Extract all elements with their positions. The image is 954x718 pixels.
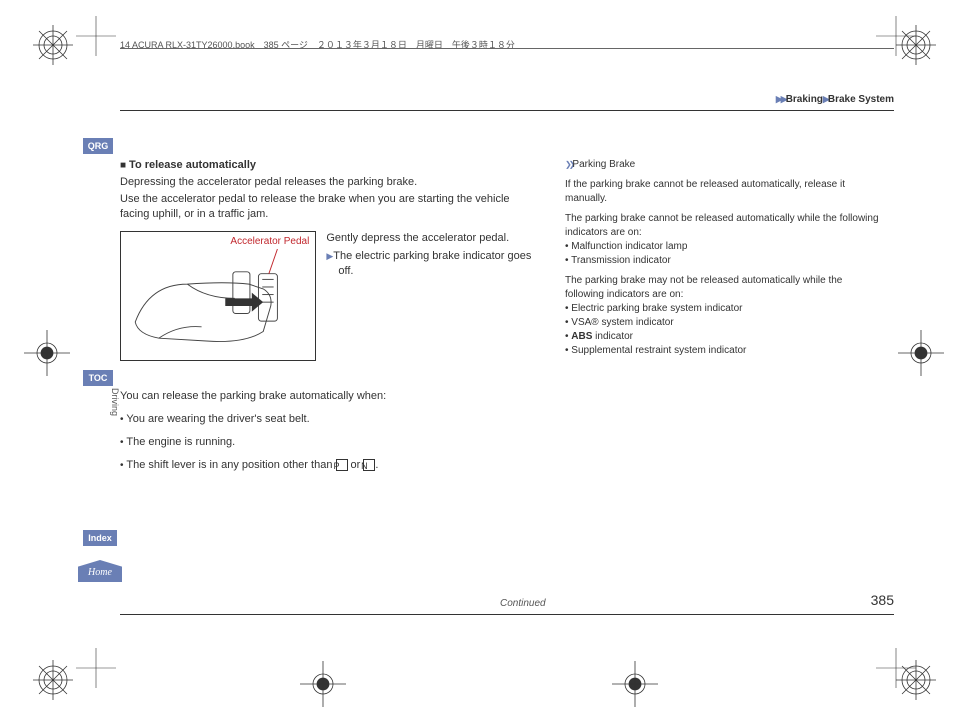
continued-label: Continued: [500, 598, 546, 609]
nav-toc[interactable]: TOC: [83, 370, 113, 386]
section-heading: ■To release automatically: [120, 158, 540, 173]
figure-accelerator-pedal: Accelerator Pedal: [120, 231, 316, 361]
cropmark-left: [24, 330, 70, 379]
page-number: 385: [871, 592, 894, 608]
regmark-top-left: [33, 25, 73, 65]
sidebar-heading: ❯❯Parking Brake: [565, 158, 880, 172]
sidebar-p3-b3-rest: indicator: [592, 331, 633, 342]
cropmark-right: [898, 330, 944, 379]
sidebar-heading-text: Parking Brake: [572, 159, 635, 170]
condition-3-a: The shift lever is in any position other…: [126, 459, 335, 471]
condition-2-text: The engine is running.: [126, 436, 235, 448]
breadcrumb: ▶▶Braking▶Brake System: [776, 94, 894, 105]
sidebar-p3-b3: • ABS indicator: [565, 330, 880, 344]
release-intro: You can release the parking brake automa…: [120, 389, 540, 404]
header-rule: [120, 48, 894, 51]
nav-index[interactable]: Index: [83, 530, 117, 546]
sidebar-p3-b4-text: Supplemental restraint system indicator: [571, 345, 746, 356]
crop-corner-bl: [76, 648, 116, 688]
nav-home[interactable]: Home: [78, 560, 122, 582]
footer-rule: [120, 614, 894, 615]
sidebar-p3-b1-text: Electric parking brake system indicator: [571, 303, 742, 314]
condition-1: • You are wearing the driver's seat belt…: [120, 412, 540, 427]
intro-para-2: Use the accelerator pedal to release the…: [120, 192, 540, 222]
sidebar-p2-b1-text: Malfunction indicator lamp: [571, 241, 687, 252]
heading-text: To release automatically: [129, 159, 256, 171]
section-label-driving: Driving: [110, 388, 120, 416]
caption-line-1: Gently depress the accelerator pedal.: [326, 231, 540, 246]
square-bullet-icon: ■: [120, 160, 126, 171]
condition-3-end: .: [375, 459, 378, 471]
cropmark-bottom-1: [300, 661, 346, 710]
nav-qrg[interactable]: QRG: [83, 138, 113, 154]
shift-p-icon: P: [336, 459, 348, 471]
crop-corner-br: [876, 648, 916, 688]
main-column: ■To release automatically Depressing the…: [120, 158, 540, 473]
sidebar-p2-b2-text: Transmission indicator: [571, 255, 671, 266]
sidebar-p2-b2: • Transmission indicator: [565, 254, 880, 268]
sidebar-p3-b2-text: VSA® system indicator: [571, 317, 673, 328]
condition-3: • The shift lever is in any position oth…: [120, 458, 540, 473]
condition-2: • The engine is running.: [120, 435, 540, 450]
sidebar-p2: The parking brake cannot be released aut…: [565, 212, 880, 240]
figure-caption: Gently depress the accelerator pedal. ▶T…: [326, 231, 540, 361]
shift-n-icon: N: [363, 459, 375, 471]
breadcrumb-l1[interactable]: Braking: [786, 94, 823, 105]
sidebar-p1: If the parking brake cannot be released …: [565, 178, 880, 206]
content-top-rule: [120, 110, 894, 111]
condition-1-text: You are wearing the driver's seat belt.: [126, 413, 309, 425]
chevron-icon: ▶▶: [776, 94, 786, 104]
pedal-illustration: [121, 232, 315, 355]
sidebar-p2-b1: • Malfunction indicator lamp: [565, 240, 880, 254]
sidebar-p3: The parking brake may not be released au…: [565, 274, 880, 302]
crop-corner-tl: [76, 16, 116, 56]
sidebar-p3-b1: • Electric parking brake system indicato…: [565, 302, 880, 316]
caption-line-2: The electric parking brake indicator goe…: [333, 250, 531, 277]
intro-para-1: Depressing the accelerator pedal release…: [120, 175, 540, 190]
cropmark-bottom-2: [612, 661, 658, 710]
sidebar-p3-b3-bold: ABS: [571, 331, 592, 342]
regmark-bottom-left: [33, 660, 73, 700]
sidebar-p3-b2: • VSA® system indicator: [565, 316, 880, 330]
breadcrumb-l2[interactable]: Brake System: [828, 94, 894, 105]
sidebar-column: ❯❯Parking Brake If the parking brake can…: [565, 158, 880, 358]
sidebar-p3-b4: • Supplemental restraint system indicato…: [565, 344, 880, 358]
figure-callout-label: Accelerator Pedal: [230, 235, 309, 249]
